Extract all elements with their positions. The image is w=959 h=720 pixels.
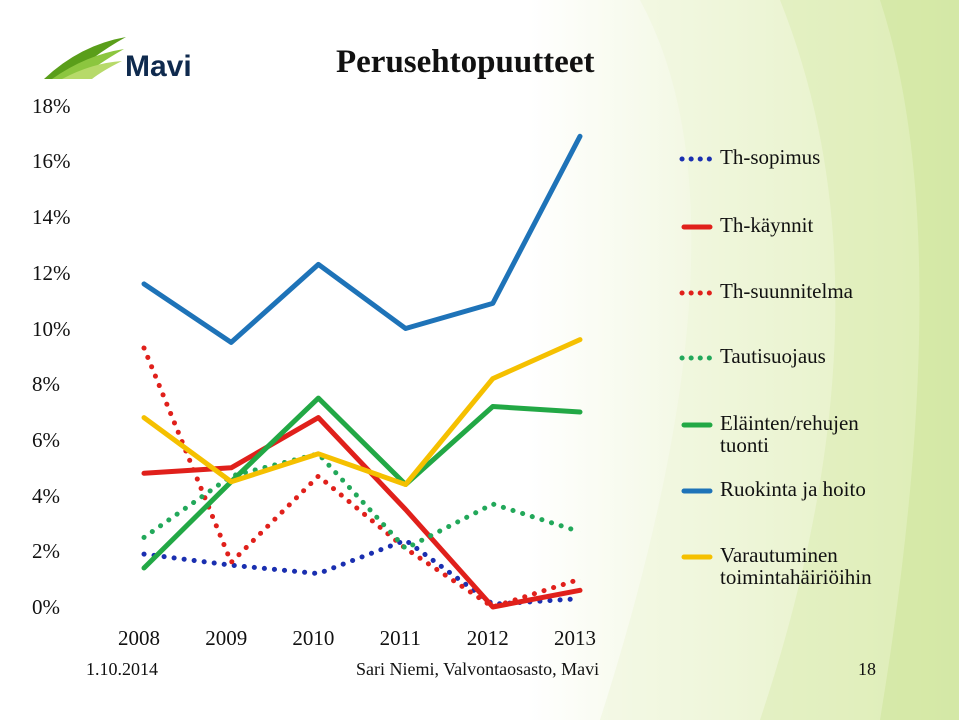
legend-label: tuonti	[720, 433, 770, 457]
series-line-5	[141, 133, 583, 345]
x-tick-label: 2013	[554, 626, 596, 650]
y-tick-label: 0%	[32, 595, 60, 619]
x-tick-label: 2009	[205, 626, 248, 650]
x-tick-label: 2008	[118, 626, 160, 650]
page-title: Perusehtopuutteet	[336, 44, 595, 80]
series-line-2	[141, 345, 583, 610]
legend-label: Th-sopimus	[720, 145, 821, 169]
legend-label: Th-suunnitelma	[720, 279, 853, 303]
y-tick-label: 18%	[32, 93, 71, 118]
legend-label: Tautisuojaus	[720, 344, 826, 368]
footer-author: Sari Niemi, Valvontaosasto, Mavi	[356, 659, 600, 679]
page-number: 18	[858, 659, 876, 679]
x-tick-label: 2010	[292, 626, 335, 650]
y-tick-label: 2%	[32, 539, 60, 564]
mavi-leaf-logo-icon	[44, 37, 126, 79]
logo-text: Mavi	[125, 50, 192, 83]
footer-date: 1.10.2014	[86, 659, 158, 679]
y-tick-label: 12%	[32, 260, 71, 285]
legend-label: Eläinten/rehujen	[720, 411, 859, 435]
y-tick-label: 14%	[32, 205, 71, 230]
x-tick-label: 2011	[379, 626, 421, 650]
legend-label: Th-käynnit	[720, 213, 814, 237]
y-tick-label: 16%	[32, 149, 71, 174]
legend-label: toimintahäiriöihin	[720, 565, 872, 589]
y-tick-label: 4%	[32, 483, 60, 508]
series-line-0	[141, 537, 583, 607]
series-line-4	[141, 395, 583, 571]
legend-label: Varautuminen	[720, 543, 838, 567]
series-line-3	[141, 451, 583, 551]
y-tick-label: 10%	[32, 316, 71, 341]
series-line-6	[141, 337, 583, 487]
legend-label: Ruokinta ja hoito	[720, 477, 866, 501]
y-tick-label: 6%	[32, 427, 60, 452]
y-tick-label: 8%	[32, 372, 60, 397]
x-tick-label: 2012	[466, 626, 509, 650]
